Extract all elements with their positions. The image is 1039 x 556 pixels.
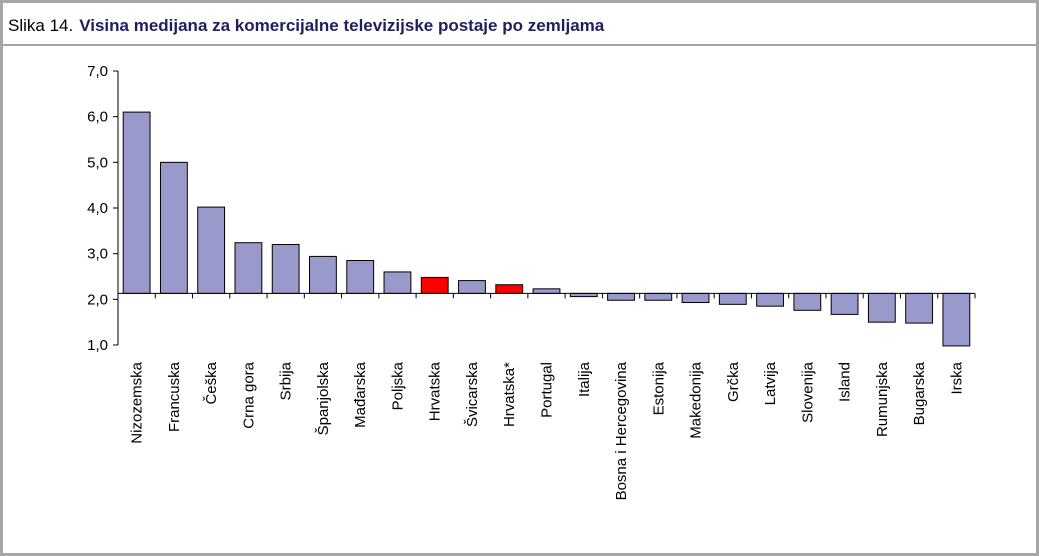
x-tick-label: Mađarska <box>352 361 369 428</box>
x-tick-label: Crna gora <box>240 361 257 428</box>
bar <box>867 292 896 323</box>
x-tick-label: Španjolska <box>315 361 332 435</box>
bar <box>718 292 747 305</box>
bar <box>383 271 412 294</box>
bar <box>495 284 524 294</box>
title-text: Visina medijana za komercijalne televizi… <box>79 16 605 35</box>
x-tick-label: Češka <box>203 361 220 404</box>
bar <box>159 161 188 294</box>
y-tick-label: 5,0 <box>87 154 108 171</box>
bar <box>122 111 151 294</box>
bar <box>942 292 971 347</box>
x-tick-label: Latvija <box>762 361 779 405</box>
x-tick-label: Makedonija <box>688 361 705 438</box>
bar <box>271 244 300 294</box>
x-tick-label: Slovenija <box>799 361 816 423</box>
x-tick-label: Estonija <box>650 361 667 415</box>
y-tick-label: 2,0 <box>87 291 108 308</box>
x-tick-label: Hrvatska* <box>501 362 518 427</box>
y-tick-label: 6,0 <box>87 109 108 126</box>
bar <box>346 260 375 294</box>
bar <box>905 292 934 324</box>
bar <box>830 292 859 315</box>
x-tick-label: Nizozemska <box>129 361 146 443</box>
bar <box>234 242 263 294</box>
y-tick-label: 7,0 <box>87 63 108 80</box>
bar <box>197 206 226 294</box>
x-tick-label: Grčka <box>725 361 742 402</box>
x-tick-label: Poljska <box>389 361 406 410</box>
x-tick-label: Portugal <box>539 362 556 418</box>
y-tick-label: 3,0 <box>87 246 108 263</box>
bar <box>309 255 337 294</box>
bar <box>458 280 486 294</box>
bar <box>644 292 673 301</box>
x-tick-label: Bugarska <box>911 361 928 425</box>
bar <box>607 292 635 301</box>
x-tick-label: Rumunjska <box>874 361 891 437</box>
bar <box>681 292 710 304</box>
figure-label: Slika 14. <box>8 16 73 35</box>
chart-title: Slika 14. Visina medijana za komercijalne… <box>8 16 605 35</box>
y-tick-label: 1,0 <box>87 337 108 354</box>
bar <box>420 276 449 294</box>
x-tick-label: Bosna i Hercegovina <box>613 361 630 500</box>
bar <box>793 292 822 311</box>
x-tick-label: Irska <box>948 361 965 394</box>
x-tick-label: Italija <box>576 361 593 397</box>
y-tick-label: 4,0 <box>87 200 108 217</box>
x-tick-label: Švicarska <box>464 361 481 427</box>
x-tick-label: Island <box>837 362 854 402</box>
x-tick-label: Srbija <box>278 361 295 400</box>
x-tick-label: Hrvatska <box>427 361 444 421</box>
x-tick-label: Francuska <box>166 361 183 432</box>
bar <box>532 288 561 294</box>
bar <box>756 292 784 307</box>
